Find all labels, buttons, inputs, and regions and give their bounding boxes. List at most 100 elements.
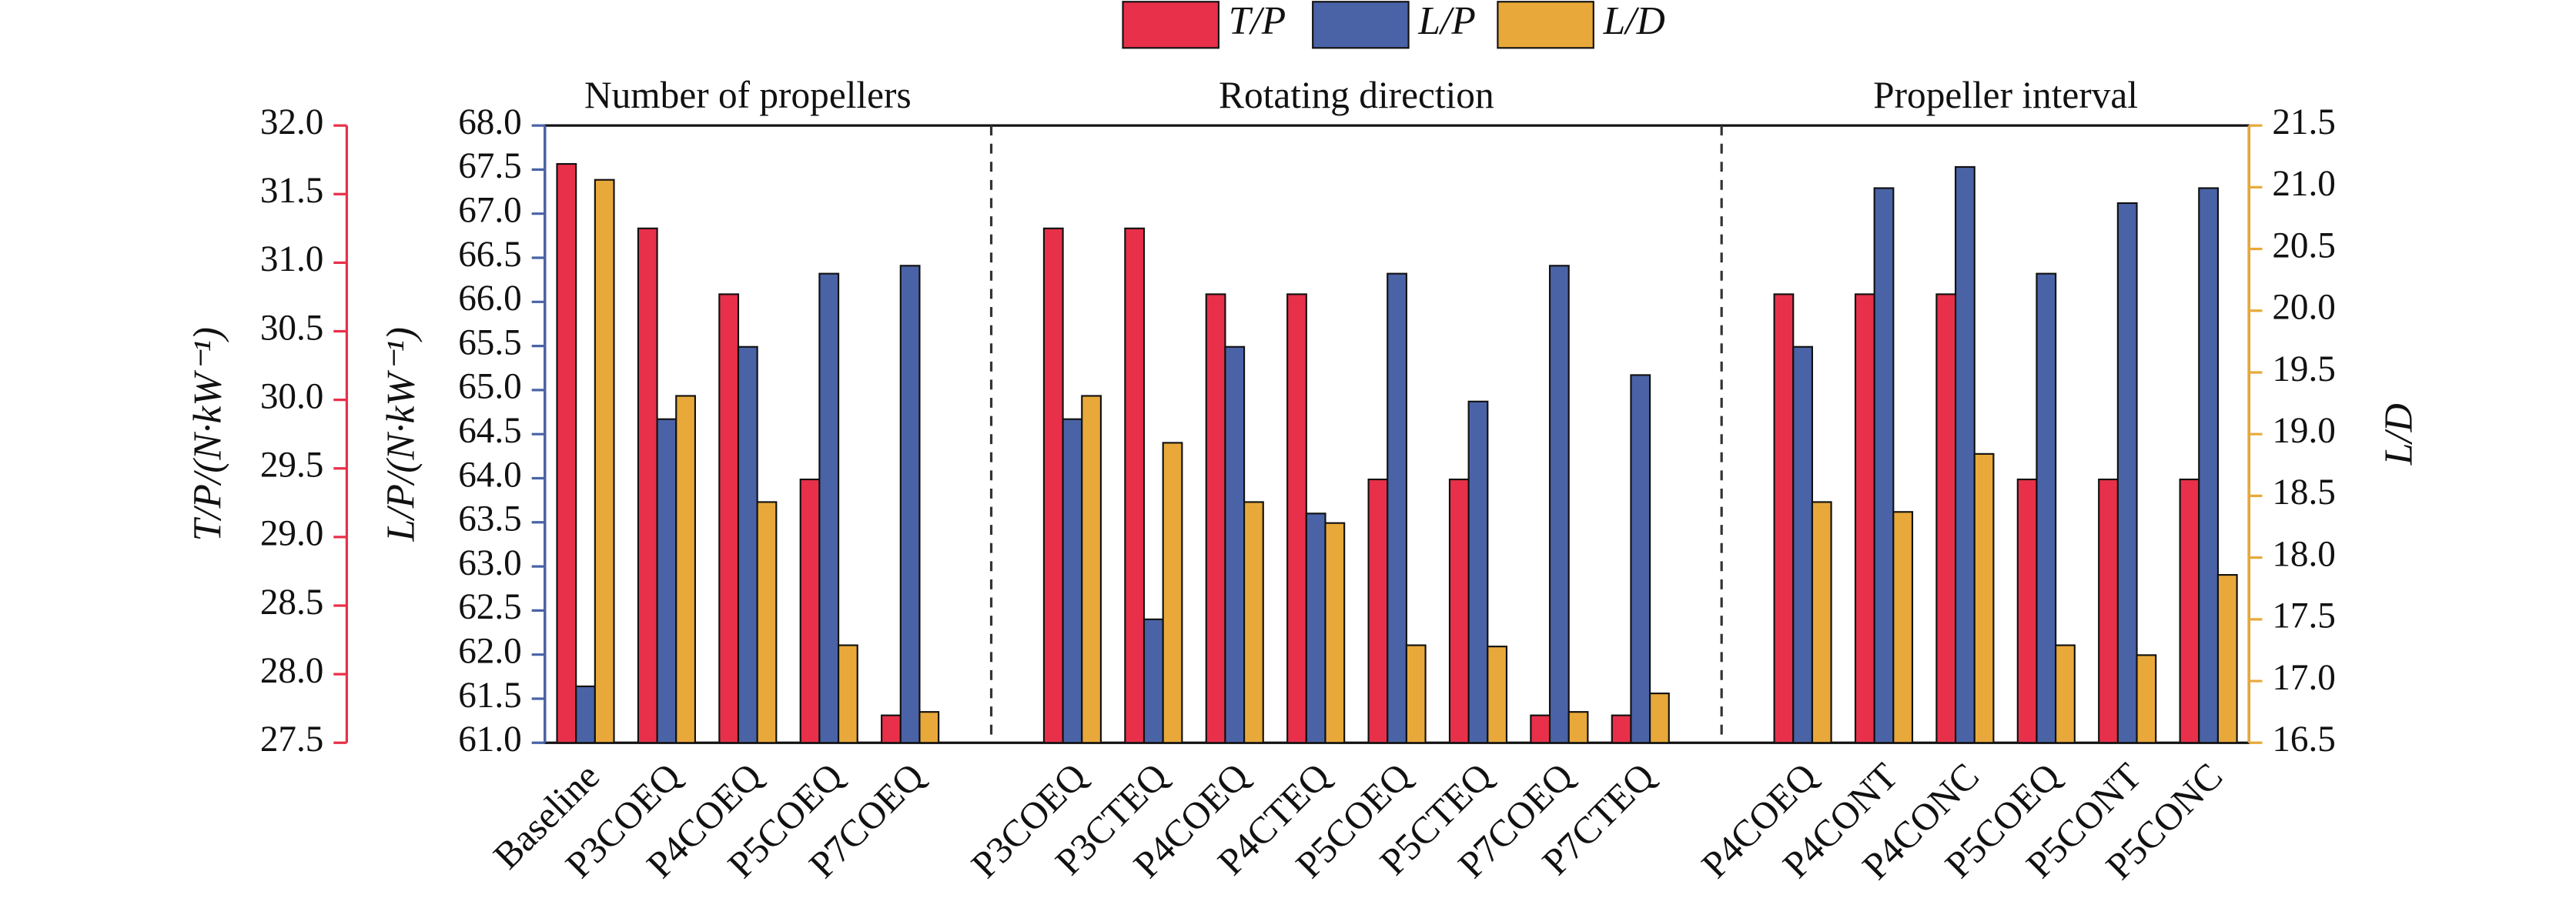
bar (1124, 227, 1146, 744)
bar (1611, 714, 1632, 744)
bar (575, 685, 596, 744)
bar (1162, 442, 1183, 744)
y-tick-label: 29.0 (260, 514, 324, 554)
bar (637, 227, 658, 744)
bar (1405, 644, 1427, 744)
legend-swatch (1312, 1, 1410, 49)
bar (594, 179, 615, 744)
y-tick-label: 27.5 (260, 719, 324, 759)
bar (2136, 654, 2157, 744)
bar (1387, 272, 1407, 744)
y-tick-label: 17.5 (2272, 596, 2336, 636)
legend-label: T/P (1229, 0, 1286, 43)
y-tick-label: 17.0 (2272, 658, 2336, 698)
y-tick-label: 66.5 (458, 235, 522, 275)
y-tick-label: 28.5 (260, 583, 324, 623)
bar (756, 501, 778, 744)
axis-title: L/P/(N·kW⁻¹) (379, 327, 423, 542)
legend-swatch (1122, 1, 1219, 49)
bar (2055, 644, 2076, 744)
bar (2036, 272, 2057, 744)
group-label: Rotating direction (1219, 74, 1494, 116)
bar (1324, 522, 1346, 744)
y-tick-label: 18.5 (2272, 472, 2336, 512)
y-tick-label: 21.5 (2272, 102, 2336, 142)
bar (837, 644, 858, 744)
y-tick-label: 62.5 (458, 587, 522, 627)
y-tick-label: 31.0 (260, 239, 324, 279)
bar (1873, 187, 1895, 744)
y-tick-label: 67.0 (458, 191, 522, 231)
bar (1530, 714, 1551, 744)
bar (1649, 693, 1670, 744)
bar (918, 711, 940, 744)
bar (1224, 346, 1246, 744)
bar (2116, 202, 2138, 744)
bar (1954, 165, 1975, 744)
bar (1630, 374, 1651, 744)
y-tick-label: 21.0 (2272, 164, 2336, 204)
bar (1367, 478, 1389, 744)
bar (1567, 711, 1589, 744)
bar (1243, 501, 1264, 744)
y-tick-label: 28.0 (260, 651, 324, 691)
y-tick-label: 30.5 (260, 308, 324, 348)
axis-title: L/D (2377, 403, 2421, 466)
bar (1892, 511, 1914, 744)
bar (1305, 512, 1326, 744)
bar (737, 346, 758, 744)
y-tick-label: 68.0 (458, 102, 522, 142)
axis-title: T/P/(N·kW⁻¹) (186, 327, 229, 541)
bar (1548, 265, 1570, 744)
bar (1467, 400, 1489, 744)
y-tick-label: 61.5 (458, 676, 522, 716)
y-tick-label: 64.0 (458, 455, 522, 495)
bar (881, 714, 902, 744)
y-tick-label: 63.5 (458, 499, 522, 539)
y-tick-label: 30.0 (260, 376, 324, 416)
y-tick-label: 62.0 (458, 632, 522, 672)
y-tick-label: 31.5 (260, 171, 324, 211)
y-tick-label: 19.5 (2272, 349, 2336, 389)
bar (675, 395, 696, 744)
y-tick-label: 66.0 (458, 279, 522, 319)
bar (2198, 187, 2220, 744)
y-tick-label: 63.0 (458, 543, 522, 583)
legend-label: L/P (1417, 0, 1475, 43)
y-tick-label: 16.5 (2272, 719, 2336, 759)
group-label: Propeller interval (1873, 74, 2138, 116)
bar (1811, 501, 1832, 744)
y-tick-label: 20.5 (2272, 225, 2336, 265)
bar (1935, 293, 1957, 744)
bar (1081, 395, 1102, 744)
bar (899, 265, 921, 744)
y-tick-label: 61.0 (458, 719, 522, 759)
bar (1487, 646, 1508, 744)
group-label: Number of propellers (584, 74, 912, 116)
bar (818, 272, 840, 744)
bar (718, 293, 740, 744)
bar (1792, 346, 1813, 744)
y-tick-label: 65.0 (458, 367, 522, 407)
bar (1448, 478, 1470, 744)
y-tick-label: 18.0 (2272, 534, 2336, 574)
y-tick-label: 29.5 (260, 446, 324, 486)
legend-label: L/D (1603, 0, 1665, 43)
bar (1854, 293, 1875, 744)
y-tick-label: 65.5 (458, 322, 522, 362)
bar (656, 418, 677, 744)
y-tick-label: 20.0 (2272, 288, 2336, 328)
bar (1062, 418, 1083, 744)
legend-swatch (1497, 1, 1594, 49)
bar (1286, 293, 1307, 744)
bar (2016, 478, 2038, 744)
y-tick-label: 32.0 (260, 102, 324, 142)
bar (799, 478, 821, 744)
bar (1773, 293, 1795, 744)
y-tick-label: 64.5 (458, 411, 522, 451)
bar (2098, 478, 2119, 744)
bar (2179, 478, 2200, 744)
y-tick-label: 19.0 (2272, 411, 2336, 451)
bar (1142, 618, 1164, 744)
y-tick-label: 67.5 (458, 146, 522, 186)
